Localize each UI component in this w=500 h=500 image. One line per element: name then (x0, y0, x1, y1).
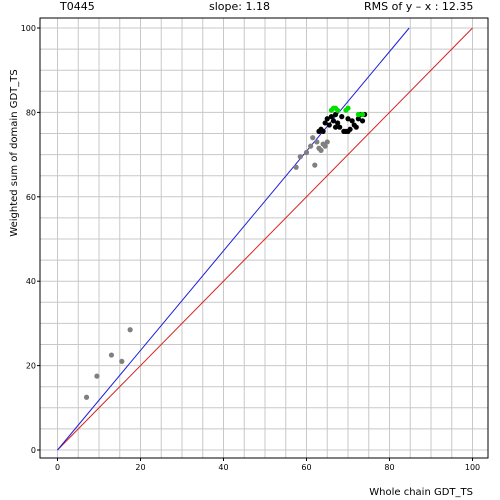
y-tick-label: 80 (26, 108, 36, 117)
data-point (119, 358, 125, 364)
x-tick-label: 80 (384, 463, 394, 472)
data-point (355, 111, 361, 118)
data-point (320, 128, 326, 134)
data-point (328, 114, 334, 120)
data-point (324, 139, 330, 145)
data-point (339, 114, 345, 120)
data-point (330, 118, 337, 124)
y-tick-label: 100 (21, 24, 36, 33)
data-point (312, 162, 318, 168)
data-point (322, 120, 328, 126)
x-tick-label: 60 (301, 463, 311, 472)
grid (40, 18, 488, 458)
data-point (324, 116, 330, 122)
data-point (332, 124, 339, 130)
y-tick-label: 20 (26, 362, 36, 371)
x-tick-label: 20 (135, 463, 145, 472)
data-point (326, 122, 332, 128)
data-point (293, 164, 299, 170)
y-tick-label: 40 (26, 277, 36, 286)
data-point (94, 373, 100, 379)
data-point (322, 143, 328, 149)
data-point (335, 120, 341, 126)
data-point (359, 118, 366, 124)
tick-labels: 0 20 40 60 80 100 0 20 40 60 80 100 (21, 24, 480, 472)
plot-frame (39, 17, 489, 459)
y-axis-label: Weighted sum of domain GDT_TS (9, 69, 20, 236)
data-point (353, 124, 359, 130)
y-tick-label: 0 (31, 446, 36, 455)
fit-line (57, 27, 410, 451)
axes (39, 17, 489, 459)
data-point (83, 394, 90, 400)
rms-label: RMS of y – x : 12.35 (364, 0, 474, 13)
data-point (345, 128, 351, 134)
data-point (127, 327, 133, 333)
data-point (314, 139, 320, 145)
data-point (108, 352, 115, 358)
slope-label: slope: 1.18 (209, 0, 270, 13)
reference-lines (57, 27, 473, 451)
data-points (83, 105, 368, 400)
data-point (345, 105, 351, 111)
x-tick-label: 100 (465, 463, 480, 472)
data-point (355, 116, 361, 122)
data-point (349, 118, 355, 124)
x-tick-label: 40 (218, 463, 228, 472)
y-tick-label: 60 (26, 193, 36, 202)
data-point (332, 111, 339, 118)
data-point (297, 154, 303, 160)
x-tick-label: 0 (55, 463, 60, 472)
data-point (318, 147, 324, 153)
x-axis-label: Whole chain GDT_TS (369, 487, 473, 498)
data-point (359, 111, 366, 118)
data-point (345, 116, 351, 122)
data-point (310, 135, 316, 141)
data-point (308, 143, 314, 149)
data-point (335, 107, 341, 113)
identity-line (57, 27, 473, 451)
target-id-label: T0445 (60, 0, 95, 13)
data-point (337, 124, 343, 130)
data-point (303, 149, 310, 156)
